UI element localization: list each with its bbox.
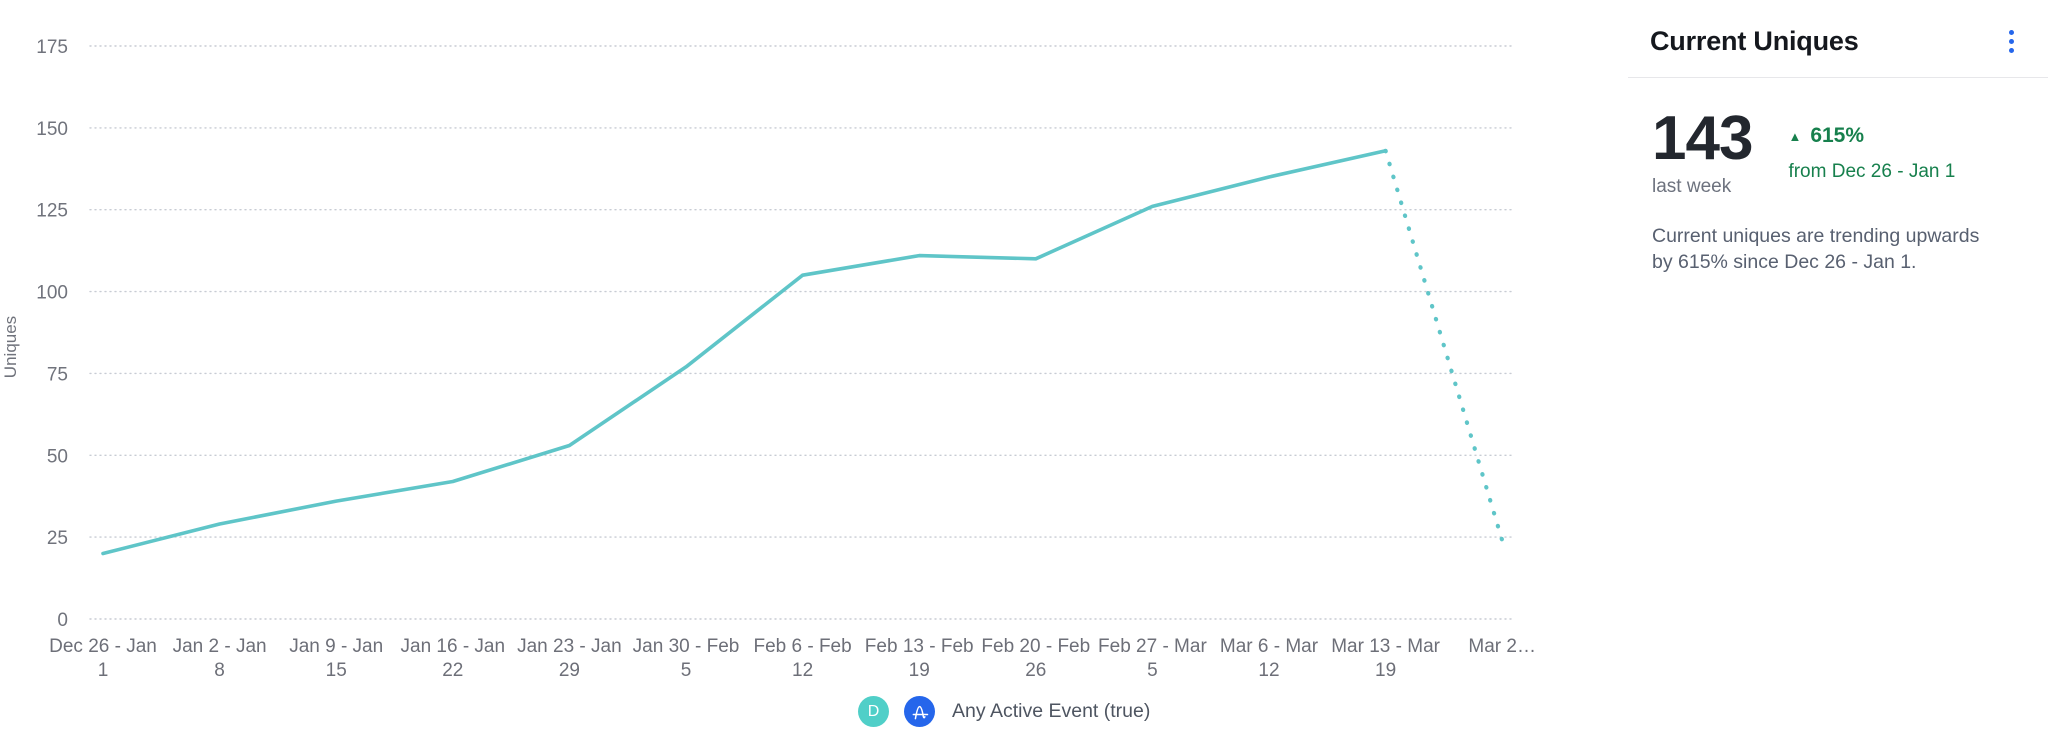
dataset-badge[interactable]: D: [858, 696, 889, 727]
legend-event-label: Any Active Event (true): [952, 700, 1151, 722]
svg-text:125: 125: [36, 201, 68, 222]
stat-main: 143 last week: [1652, 104, 1753, 198]
series-line[interactable]: [101, 149, 1388, 556]
svg-text:Mar 2…: Mar 2…: [1468, 636, 1536, 657]
trend-from-range: from Dec 26 - Jan 1: [1788, 161, 1956, 182]
gridlines: [89, 45, 1516, 620]
trend-description: Current uniques are trending upwards by …: [1652, 225, 1980, 273]
panel-title: Current Uniques: [1650, 26, 1859, 56]
chart-area: 0 25 50 75 100 125 150 175 Dec 26 - Jan 1 Jan 2 - …: [0, 0, 1560, 727]
stat-trend: ▲ 615% from Dec 26 - Jan 1: [1788, 124, 1955, 183]
svg-text:50: 50: [47, 446, 68, 467]
stat-value: 143: [1652, 104, 1753, 173]
panel-header: Current Uniques: [1628, 0, 2048, 78]
svg-text:100: 100: [36, 283, 68, 304]
series-line-projected[interactable]: [1383, 148, 1505, 543]
svg-text:25: 25: [47, 528, 68, 549]
svg-text:75: 75: [47, 364, 68, 385]
svg-text:175: 175: [36, 37, 68, 58]
x-axis-labels: Dec 26 - Jan 1 Jan 2 - Jan 8 Jan 9 - Jan 15 Ja…: [49, 636, 1536, 681]
y-axis-title: Uniques: [1, 316, 20, 378]
svg-text:0: 0: [57, 610, 68, 631]
stat-period: last week: [1652, 176, 1732, 197]
kebab-menu-button[interactable]: [2005, 26, 2018, 57]
trend-percent: 615%: [1810, 124, 1865, 147]
stats-panel: Current Uniques 143 last week ▲ 615% fro…: [1628, 0, 2048, 748]
stat-row: 143 last week ▲ 615% from Dec 26 - Jan 1: [1628, 78, 2048, 198]
legend[interactable]: D Any Active Event (true): [858, 696, 1150, 727]
y-axis-labels: 0 25 50 75 100 125 150 175: [36, 37, 68, 631]
amplitude-logo-icon[interactable]: [904, 696, 935, 727]
line-chart[interactable]: 0 25 50 75 100 125 150 175 Dec 26 - Jan 1 Jan 2 - …: [0, 0, 1560, 692]
svg-text:150: 150: [36, 119, 68, 140]
trend-up-icon: ▲: [1788, 128, 1802, 144]
